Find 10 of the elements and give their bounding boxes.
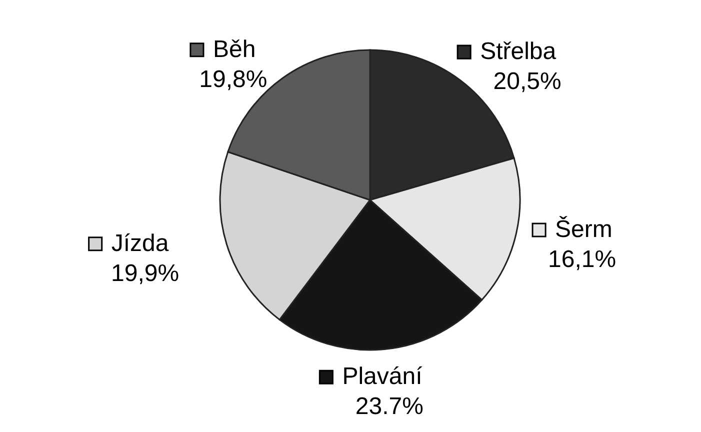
legend-label: Šerm	[555, 216, 612, 244]
data-label: 16,1%	[548, 246, 616, 274]
legend-label: Plavání	[342, 363, 423, 390]
data-label: 23.7%	[355, 393, 424, 420]
legend-label: Střelba	[480, 38, 557, 66]
data-label: 19,8%	[199, 66, 268, 93]
legend-label: Jízda	[111, 230, 170, 257]
legend-label: Běh	[212, 36, 256, 63]
data-label: 19,9%	[111, 260, 180, 287]
data-label: 20,5%	[493, 68, 562, 96]
